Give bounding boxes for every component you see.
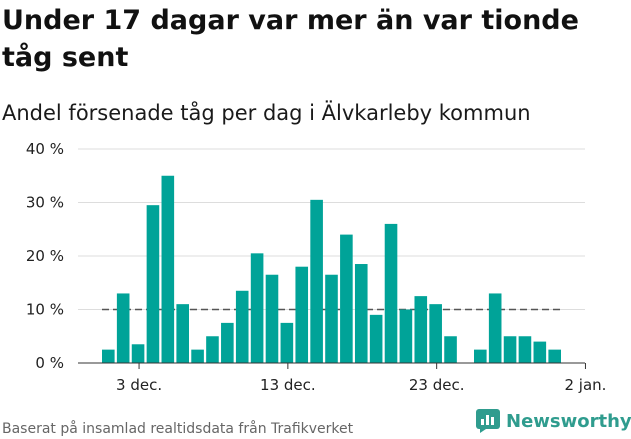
bar [325, 274, 338, 363]
y-tick-label: 30 % [26, 194, 64, 212]
y-tick-label: 0 % [35, 354, 64, 372]
bar [206, 336, 219, 363]
bar [369, 314, 383, 363]
source-note: Baserat på insamlad realtidsdata från Tr… [2, 421, 354, 437]
bar [518, 336, 532, 363]
bar [191, 349, 204, 364]
bar [161, 175, 175, 363]
brand-name: Newsworthy [506, 410, 631, 432]
x-tick-label: 13 dec. [260, 376, 316, 394]
y-tick-label: 10 % [26, 301, 64, 319]
newsworthy-logo: Newsworthy [476, 409, 631, 433]
bar [116, 293, 130, 363]
bar [414, 296, 428, 364]
bar [295, 266, 309, 363]
bar [503, 336, 517, 363]
newsworthy-logo-icon [476, 409, 500, 433]
bar [146, 205, 160, 363]
bar [444, 336, 457, 363]
axes: 0 % 10 % 20 % 30 % 40 % 3 dec. 13 dec. 23 dec. 2… [26, 140, 607, 394]
bar [235, 290, 249, 363]
x-tick-label: 3 dec. [116, 376, 162, 394]
bar [131, 344, 145, 363]
bars [102, 175, 561, 364]
bar [310, 199, 323, 363]
x-tick-label: 2 jan. [564, 376, 606, 394]
bar [221, 322, 234, 364]
bar [474, 349, 487, 364]
bar [102, 349, 115, 364]
bar [250, 253, 264, 363]
bar [176, 304, 189, 363]
bar [354, 264, 368, 363]
y-tick-label: 40 % [26, 140, 64, 158]
chart-title: Under 17 dagar var mer än var tionde tåg… [2, 5, 579, 73]
bar [488, 293, 502, 363]
bar [399, 309, 413, 363]
bar [533, 341, 547, 363]
bar-chart: 0 % 10 % 20 % 30 % 40 % 3 dec. 13 dec. 23 dec. 2… [26, 140, 607, 394]
chart-subtitle: Andel försenade tåg per dag i Älvkarleby… [2, 101, 531, 125]
bar [384, 223, 398, 363]
bar [548, 349, 561, 364]
y-tick-label: 20 % [26, 247, 64, 265]
bar [429, 304, 442, 363]
bar [265, 274, 279, 363]
x-tick-label: 23 dec. [409, 376, 465, 394]
bar [280, 322, 294, 364]
bar [340, 234, 353, 363]
